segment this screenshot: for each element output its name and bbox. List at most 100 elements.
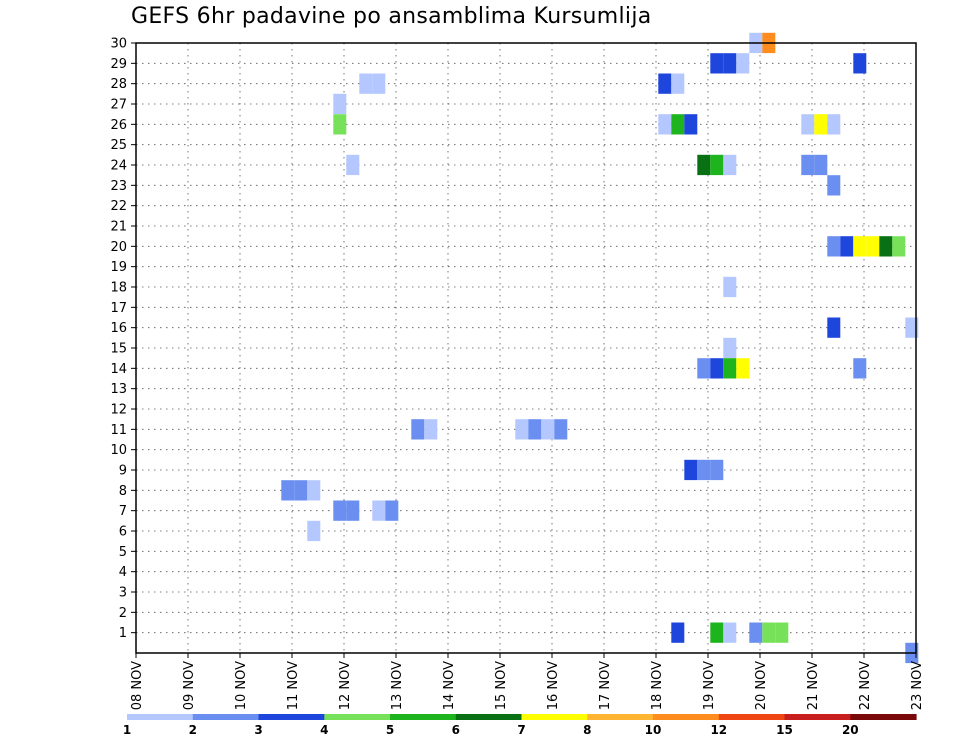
y-tick-label: 10	[110, 443, 127, 458]
heatmap-cell	[827, 236, 841, 257]
legend-label: 1	[123, 723, 131, 737]
heatmap-cell	[385, 500, 399, 521]
legend-label: 7	[517, 723, 525, 737]
heatmap-cell	[710, 622, 724, 643]
y-tick-label: 30	[110, 37, 127, 52]
y-tick-label: 14	[110, 362, 127, 377]
heatmap-cell	[710, 53, 724, 74]
legend-swatch	[587, 714, 654, 720]
y-tick-label: 19	[110, 260, 127, 275]
legend-label: 12	[710, 723, 727, 737]
y-tick-label: 12	[110, 403, 127, 418]
heatmap-cell	[866, 236, 880, 257]
x-tick-label: 18 NOV	[650, 661, 665, 710]
legend-swatch	[784, 714, 851, 720]
legend-label: 8	[583, 723, 591, 737]
heatmap-cell	[827, 114, 841, 135]
heatmap-cell	[749, 622, 763, 643]
heatmap-cell	[411, 419, 425, 440]
legend-label: 6	[452, 723, 460, 737]
y-tick-label: 26	[110, 118, 127, 133]
heatmap-cell	[346, 154, 360, 176]
chart-title: GEFS 6hr padavine po ansamblima Kursumli…	[131, 4, 652, 29]
y-tick-label: 24	[110, 159, 127, 174]
heatmap-cell	[307, 480, 321, 501]
heatmap-cell	[333, 500, 347, 521]
x-tick-label: 16 NOV	[546, 661, 561, 710]
y-axis-labels: 1234567891011121314151617181920212223242…	[110, 37, 127, 642]
heatmap-cell	[814, 154, 828, 176]
x-tick-label: 22 NOV	[858, 661, 873, 710]
heatmap-cell	[372, 500, 386, 521]
heatmap-cell	[723, 154, 737, 176]
legend-swatch	[390, 714, 457, 720]
y-tick-label: 11	[110, 423, 127, 438]
heatmap-cell	[723, 622, 737, 643]
heatmap-cell	[554, 419, 568, 440]
x-tick-label: 23 NOV	[910, 661, 925, 710]
color-legend: 1 2 3 4 5 6 7 8 10 12 15 20	[123, 714, 917, 737]
x-tick-label: 14 NOV	[442, 661, 457, 710]
heatmap-cell	[801, 154, 815, 176]
heatmap-cell	[697, 459, 711, 481]
heatmap-cell	[710, 154, 724, 176]
heatmap-cell	[723, 358, 737, 379]
heatmap-cell	[697, 154, 711, 176]
legend-label: 10	[645, 723, 662, 737]
y-tick-label: 15	[110, 342, 127, 357]
heatmap-cell	[827, 175, 841, 196]
x-tick-label: 11 NOV	[286, 661, 301, 710]
heatmap-cell	[814, 114, 828, 135]
heatmap-cell	[671, 73, 685, 94]
heatmap-cell	[307, 520, 321, 542]
y-tick-label: 2	[119, 606, 127, 621]
axis-ticks	[131, 42, 917, 658]
y-tick-label: 20	[110, 240, 127, 255]
heatmap-cell	[658, 114, 672, 135]
legend-swatch	[127, 714, 194, 720]
x-tick-label: 09 NOV	[182, 661, 197, 710]
heatmap-cell	[671, 114, 685, 135]
heatmap-cell	[710, 358, 724, 379]
x-tick-label: 17 NOV	[598, 661, 613, 710]
heatmap-cell	[801, 114, 815, 135]
heatmap-cell	[359, 73, 373, 94]
heatmap-cell	[736, 53, 750, 74]
y-tick-label: 27	[110, 98, 127, 113]
y-tick-label: 25	[110, 138, 127, 153]
y-tick-label: 13	[110, 382, 127, 397]
x-tick-label: 10 NOV	[234, 661, 249, 710]
legend-swatch	[192, 714, 260, 720]
heatmap-cell	[294, 480, 308, 501]
legend-swatch	[850, 714, 917, 720]
heatmap-cell	[697, 358, 711, 379]
y-tick-label: 8	[119, 484, 127, 499]
heatmap-cell	[853, 236, 867, 257]
heatmap-cell	[684, 114, 698, 135]
heatmap-cell	[424, 419, 438, 440]
heatmap-cell	[853, 358, 867, 379]
heatmap-cell	[736, 358, 750, 379]
legend-swatch	[718, 714, 786, 720]
heatmap-cell	[723, 53, 737, 74]
y-tick-label: 17	[110, 301, 127, 316]
legend-label: 5	[386, 723, 394, 737]
legend-label: 3	[254, 723, 262, 737]
y-tick-label: 22	[110, 199, 127, 214]
x-tick-label: 19 NOV	[702, 661, 717, 710]
y-tick-label: 18	[110, 281, 127, 296]
heatmap-cell	[515, 419, 529, 440]
heatmap-cell	[905, 317, 919, 338]
y-tick-label: 29	[110, 57, 127, 72]
heatmap-cell	[281, 480, 295, 501]
legend-label: 20	[842, 723, 859, 737]
heatmap-cell	[840, 236, 854, 257]
legend-label: 2	[189, 723, 197, 737]
y-tick-label: 23	[110, 179, 127, 194]
grid-lines	[136, 43, 916, 653]
legend-swatch	[521, 714, 588, 720]
heatmap-cell	[710, 459, 724, 481]
heatmap-cell	[762, 622, 776, 643]
heatmap-cell	[658, 73, 672, 94]
